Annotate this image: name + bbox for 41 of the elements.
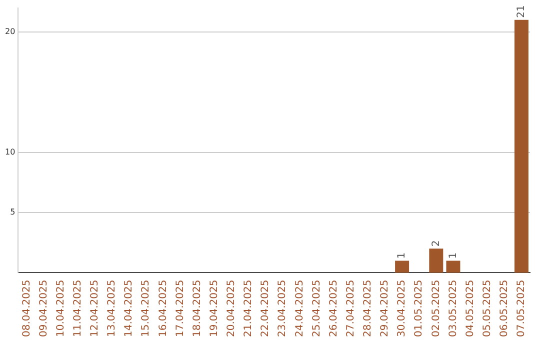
y-tick-label: 10 [4, 147, 16, 156]
data-label: 21 [516, 5, 528, 18]
x-tick-label: 24.04.2025 [294, 280, 306, 338]
y-tick-label: 5 [10, 208, 16, 217]
x-tick-label: 20.04.2025 [226, 280, 238, 338]
x-tick-label: 21.04.2025 [243, 280, 254, 338]
x-tick-label: 10.04.2025 [55, 280, 66, 338]
x-tick-label: 02.05.2025 [430, 280, 442, 338]
x-tick-label: 03.05.2025 [448, 280, 459, 338]
x-tick-label: 25.04.2025 [311, 280, 322, 338]
data-label: 1 [448, 252, 459, 259]
x-tick-label: 19.04.2025 [208, 280, 220, 338]
data-label: 1 [396, 252, 408, 259]
x-tick-label: 29.04.2025 [380, 280, 391, 338]
x-tick-label: 09.04.2025 [38, 280, 50, 338]
x-tick-label: 12.04.2025 [90, 280, 101, 338]
bar [514, 20, 528, 273]
bar [446, 260, 460, 273]
x-tick-label: 11.04.2025 [72, 280, 84, 338]
bar [429, 248, 444, 273]
x-tick-label: 30.04.2025 [396, 280, 408, 338]
x-tick-label: 01.05.2025 [414, 280, 425, 338]
bar [395, 260, 410, 273]
x-tick-label: 23.04.2025 [277, 280, 288, 338]
x-tick-label: 15.04.2025 [140, 280, 152, 338]
x-tick-label: 07.05.2025 [516, 280, 528, 338]
x-tick-label: 14.04.2025 [124, 280, 135, 338]
x-tick-label: 05.05.2025 [482, 280, 493, 338]
x-tick-label: 04.05.2025 [464, 280, 476, 338]
x-tick-label: 18.04.2025 [192, 280, 203, 338]
x-tick-label: 16.04.2025 [158, 280, 169, 338]
x-tick-label: 22.04.2025 [260, 280, 272, 338]
x-tick-label: 27.04.2025 [345, 280, 356, 338]
x-tick-label: 08.04.2025 [21, 280, 32, 338]
x-tick-label: 06.05.2025 [499, 280, 510, 338]
x-tick-label: 13.04.2025 [106, 280, 118, 338]
y-tick-label: 20 [4, 26, 16, 36]
x-tick-label: 17.04.2025 [174, 280, 186, 338]
x-tick-label: 28.04.2025 [362, 280, 374, 338]
data-label: 2 [430, 240, 442, 247]
x-tick-label: 26.04.2025 [328, 280, 340, 338]
